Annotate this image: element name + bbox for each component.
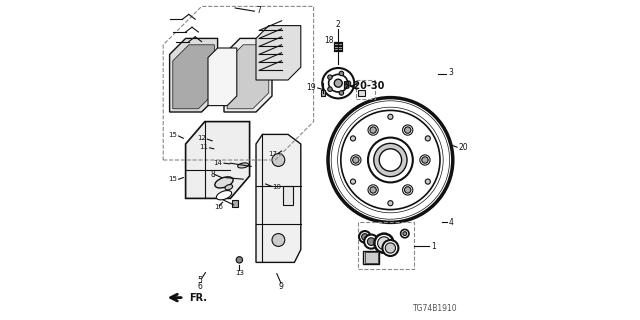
- Circle shape: [359, 231, 371, 243]
- Circle shape: [328, 75, 332, 79]
- Text: 15: 15: [168, 176, 177, 182]
- Text: 19: 19: [307, 83, 316, 92]
- Polygon shape: [170, 38, 218, 112]
- Bar: [283, 186, 293, 205]
- Circle shape: [374, 143, 407, 177]
- Circle shape: [370, 127, 376, 133]
- Text: 5: 5: [198, 276, 202, 285]
- Text: 8: 8: [211, 170, 215, 179]
- Text: 15: 15: [168, 132, 177, 138]
- Text: 4: 4: [449, 218, 454, 227]
- Circle shape: [367, 238, 375, 245]
- Text: FR.: FR.: [189, 292, 207, 303]
- Circle shape: [272, 154, 285, 166]
- Circle shape: [351, 155, 361, 165]
- Text: 10: 10: [273, 184, 282, 190]
- Circle shape: [404, 127, 411, 133]
- Circle shape: [364, 235, 378, 249]
- Text: 14: 14: [214, 160, 223, 165]
- Circle shape: [425, 179, 430, 184]
- Ellipse shape: [237, 163, 249, 168]
- Polygon shape: [256, 26, 301, 80]
- Ellipse shape: [215, 177, 233, 188]
- Circle shape: [425, 136, 430, 141]
- Circle shape: [368, 185, 378, 195]
- Polygon shape: [208, 48, 237, 106]
- Text: 17: 17: [268, 151, 277, 157]
- Circle shape: [422, 157, 428, 163]
- Text: 2: 2: [336, 20, 340, 29]
- Ellipse shape: [225, 185, 233, 190]
- Bar: [365, 252, 378, 263]
- Circle shape: [401, 229, 409, 238]
- Circle shape: [388, 114, 393, 119]
- Circle shape: [351, 179, 356, 184]
- Text: 18: 18: [324, 36, 333, 45]
- Text: B-20-30: B-20-30: [342, 81, 385, 92]
- Text: 20: 20: [458, 143, 468, 152]
- Polygon shape: [186, 122, 250, 198]
- Circle shape: [379, 149, 402, 171]
- Circle shape: [383, 240, 398, 256]
- Circle shape: [370, 187, 376, 193]
- Circle shape: [272, 234, 285, 246]
- Bar: [358, 222, 415, 269]
- Circle shape: [403, 232, 407, 236]
- Polygon shape: [173, 45, 214, 109]
- Text: 12: 12: [197, 135, 206, 141]
- Circle shape: [388, 201, 393, 206]
- Text: TG74B1910: TG74B1910: [413, 304, 458, 313]
- Circle shape: [328, 87, 332, 92]
- Text: 9: 9: [278, 282, 284, 291]
- Ellipse shape: [216, 190, 232, 200]
- Bar: [356, 80, 375, 99]
- Text: 6: 6: [198, 282, 202, 291]
- Circle shape: [362, 234, 368, 240]
- Ellipse shape: [334, 79, 342, 87]
- Circle shape: [385, 243, 396, 253]
- Bar: [364, 251, 379, 264]
- Circle shape: [339, 91, 344, 95]
- Bar: [232, 200, 238, 207]
- Circle shape: [404, 187, 411, 193]
- Circle shape: [374, 234, 394, 253]
- Text: 7: 7: [256, 6, 261, 15]
- Text: 16: 16: [214, 204, 223, 210]
- Circle shape: [403, 185, 413, 195]
- Bar: [358, 90, 365, 96]
- Text: 11: 11: [199, 144, 208, 150]
- Circle shape: [236, 257, 243, 263]
- Circle shape: [420, 155, 430, 165]
- Bar: [334, 42, 342, 51]
- Text: 3: 3: [448, 68, 453, 77]
- Text: 1: 1: [431, 242, 436, 251]
- Circle shape: [368, 125, 378, 135]
- Circle shape: [351, 136, 356, 141]
- Circle shape: [353, 157, 359, 163]
- Circle shape: [346, 81, 351, 85]
- Circle shape: [403, 125, 413, 135]
- Text: 13: 13: [235, 270, 244, 276]
- Polygon shape: [227, 45, 269, 109]
- Bar: [321, 90, 326, 96]
- Polygon shape: [224, 38, 272, 112]
- Circle shape: [339, 71, 344, 76]
- Polygon shape: [256, 134, 301, 262]
- Circle shape: [378, 237, 390, 250]
